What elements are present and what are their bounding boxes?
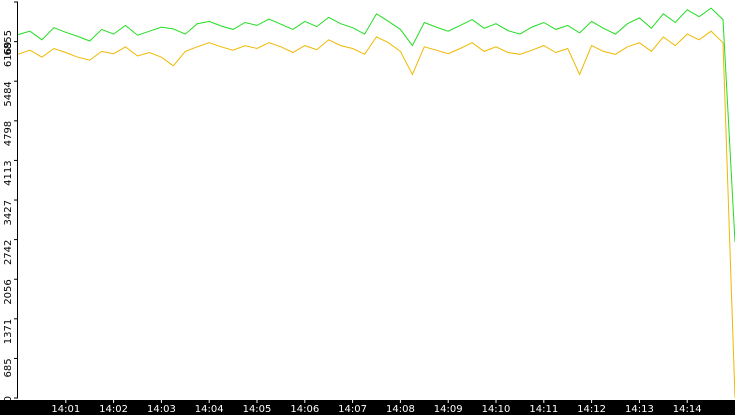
x-tick-label: 14:11 [529, 404, 558, 415]
x-tick-label: 14:01 [51, 404, 80, 415]
x-tick-label: 14:03 [147, 404, 176, 415]
y-tick-label: 2742 [3, 240, 14, 265]
y-tick-label: 685 [3, 358, 14, 377]
y-tick-label: 2056 [3, 279, 14, 304]
x-tick-label: 14:09 [434, 404, 463, 415]
series-line [17, 30, 735, 399]
y-tick-label: 4113 [3, 160, 14, 185]
x-tick-label: 14:04 [195, 404, 224, 415]
y-tick-label: 1371 [3, 319, 14, 344]
x-axis-bar [0, 400, 735, 415]
y-tick-label: 5484 [3, 81, 14, 106]
y-tick-label: 4798 [3, 121, 14, 146]
x-tick-label: 14:07 [338, 404, 367, 415]
y-tick-label: 6855 [3, 30, 14, 55]
y-tick-label: 6169 [3, 42, 14, 67]
x-tick-label: 14:12 [577, 404, 606, 415]
y-tick-label: 0 [3, 396, 14, 402]
x-tick-label: 14:05 [243, 404, 272, 415]
x-tick-label: 14:08 [386, 404, 415, 415]
y-tick-label: 3427 [3, 200, 14, 225]
x-tick-label: 14:06 [290, 404, 319, 415]
x-tick-label: 14:13 [625, 404, 654, 415]
x-tick-label: 14:02 [99, 404, 128, 415]
series-line [17, 7, 735, 243]
x-tick-label: 14:14 [673, 404, 702, 415]
x-tick-label: 14:10 [482, 404, 511, 415]
